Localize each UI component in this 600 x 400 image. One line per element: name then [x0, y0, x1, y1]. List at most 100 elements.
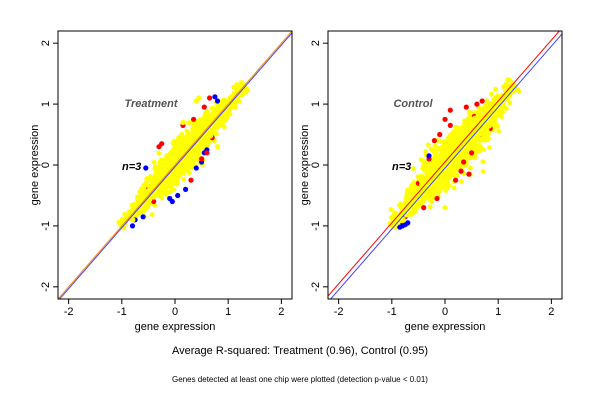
- gene-point: [219, 103, 225, 109]
- gene-point: [427, 204, 433, 210]
- gene-point: [392, 212, 398, 218]
- red-point: [188, 177, 194, 183]
- gene-point: [425, 176, 430, 181]
- red-point: [434, 195, 440, 202]
- red-point: [447, 122, 453, 128]
- gene-point: [429, 164, 435, 170]
- y-axis-label-treatment: gene expression: [29, 125, 41, 206]
- figure-footnote: Genes detected at least one chip were pl…: [172, 375, 428, 384]
- gene-point: [153, 191, 159, 197]
- gene-point: [476, 108, 482, 114]
- gene-point: [161, 162, 167, 168]
- gene-point: [466, 121, 471, 127]
- gene-point: [120, 217, 125, 223]
- gene-point: [443, 180, 449, 186]
- gene-point: [167, 151, 173, 157]
- gene-point: [444, 152, 450, 158]
- blue-point: [175, 192, 181, 199]
- gene-point: [174, 177, 180, 183]
- gene-point: [410, 166, 416, 172]
- panel-control: -2 -1 0 1 2 -2 -1 0 1 2 gene expression gene exp…: [299, 30, 563, 333]
- gene-point: [138, 192, 144, 198]
- gene-point: [500, 97, 506, 102]
- gene-point: [481, 106, 487, 112]
- gene-point: [410, 192, 416, 197]
- gene-point: [424, 166, 430, 172]
- gene-point: [173, 144, 179, 150]
- gene-point: [202, 111, 208, 117]
- gene-point: [159, 195, 165, 201]
- gene-point: [451, 131, 456, 136]
- gene-point: [164, 179, 170, 185]
- gene-point: [451, 185, 457, 191]
- gene-point: [454, 172, 460, 178]
- gene-point: [194, 132, 200, 138]
- gene-point: [475, 142, 481, 148]
- y-axis-treatment: -2 -1 0 1 2: [40, 40, 58, 292]
- red-point: [207, 95, 213, 101]
- gene-point: [226, 108, 232, 114]
- gene-point: [420, 192, 426, 198]
- gene-point: [178, 163, 184, 168]
- y-tick-label: 0: [310, 162, 322, 168]
- gene-point: [388, 215, 394, 221]
- gene-point: [423, 149, 429, 154]
- gene-point: [152, 166, 158, 172]
- gene-point: [436, 159, 442, 165]
- gene-point: [405, 187, 411, 193]
- gene-point: [147, 197, 153, 202]
- gene-point: [171, 187, 177, 193]
- gene-point: [240, 91, 246, 97]
- gene-point: [131, 212, 137, 218]
- gene-point: [132, 201, 138, 207]
- gene-point: [152, 202, 158, 208]
- gene-point: [468, 165, 473, 171]
- red-point: [447, 107, 453, 113]
- gene-point: [400, 218, 406, 224]
- gene-point: [157, 158, 163, 164]
- gene-point: [464, 126, 470, 131]
- gene-point: [420, 166, 426, 172]
- gene-point: [232, 103, 238, 108]
- gene-point: [142, 207, 148, 213]
- panel-title-treatment: Treatment: [125, 98, 179, 110]
- gene-point: [151, 159, 157, 165]
- gene-point: [442, 140, 447, 146]
- gene-point: [177, 140, 183, 145]
- gene-point: [438, 174, 444, 180]
- gene-point: [480, 169, 486, 174]
- gene-point: [489, 91, 494, 97]
- gene-point: [186, 142, 191, 147]
- cloud-core-control: [388, 81, 516, 227]
- gene-point: [228, 105, 234, 110]
- gene-point: [483, 102, 489, 108]
- gene-point: [177, 150, 183, 156]
- gene-point: [231, 84, 237, 90]
- highlighted-points-treatment: [129, 94, 226, 229]
- gene-point: [130, 205, 136, 211]
- gene-point: [485, 111, 491, 117]
- gene-point: [461, 123, 466, 129]
- gene-point: [463, 143, 469, 148]
- gene-point: [388, 207, 394, 212]
- gene-point: [419, 173, 424, 179]
- y-tick-label: -1: [310, 221, 322, 231]
- gene-point: [456, 154, 462, 160]
- gene-point: [190, 120, 196, 126]
- gene-point: [409, 212, 414, 217]
- gene-point: [439, 155, 445, 161]
- n-annotation-treatment: n=3: [122, 161, 141, 173]
- gene-point: [152, 178, 158, 183]
- gene-point: [484, 98, 490, 104]
- gene-point: [208, 133, 214, 139]
- gene-point: [172, 148, 178, 154]
- gene-point: [442, 146, 447, 152]
- x-tick-label: 2: [278, 306, 284, 318]
- gene-point: [198, 117, 204, 123]
- gene-point: [475, 113, 481, 119]
- gene-point: [429, 198, 435, 204]
- blue-point: [129, 223, 136, 229]
- y-tick-label: 1: [310, 101, 322, 107]
- panel-treatment: -2 -1 0 1 2 -2 -1 0 1 2 gene expression gene exp…: [29, 30, 293, 333]
